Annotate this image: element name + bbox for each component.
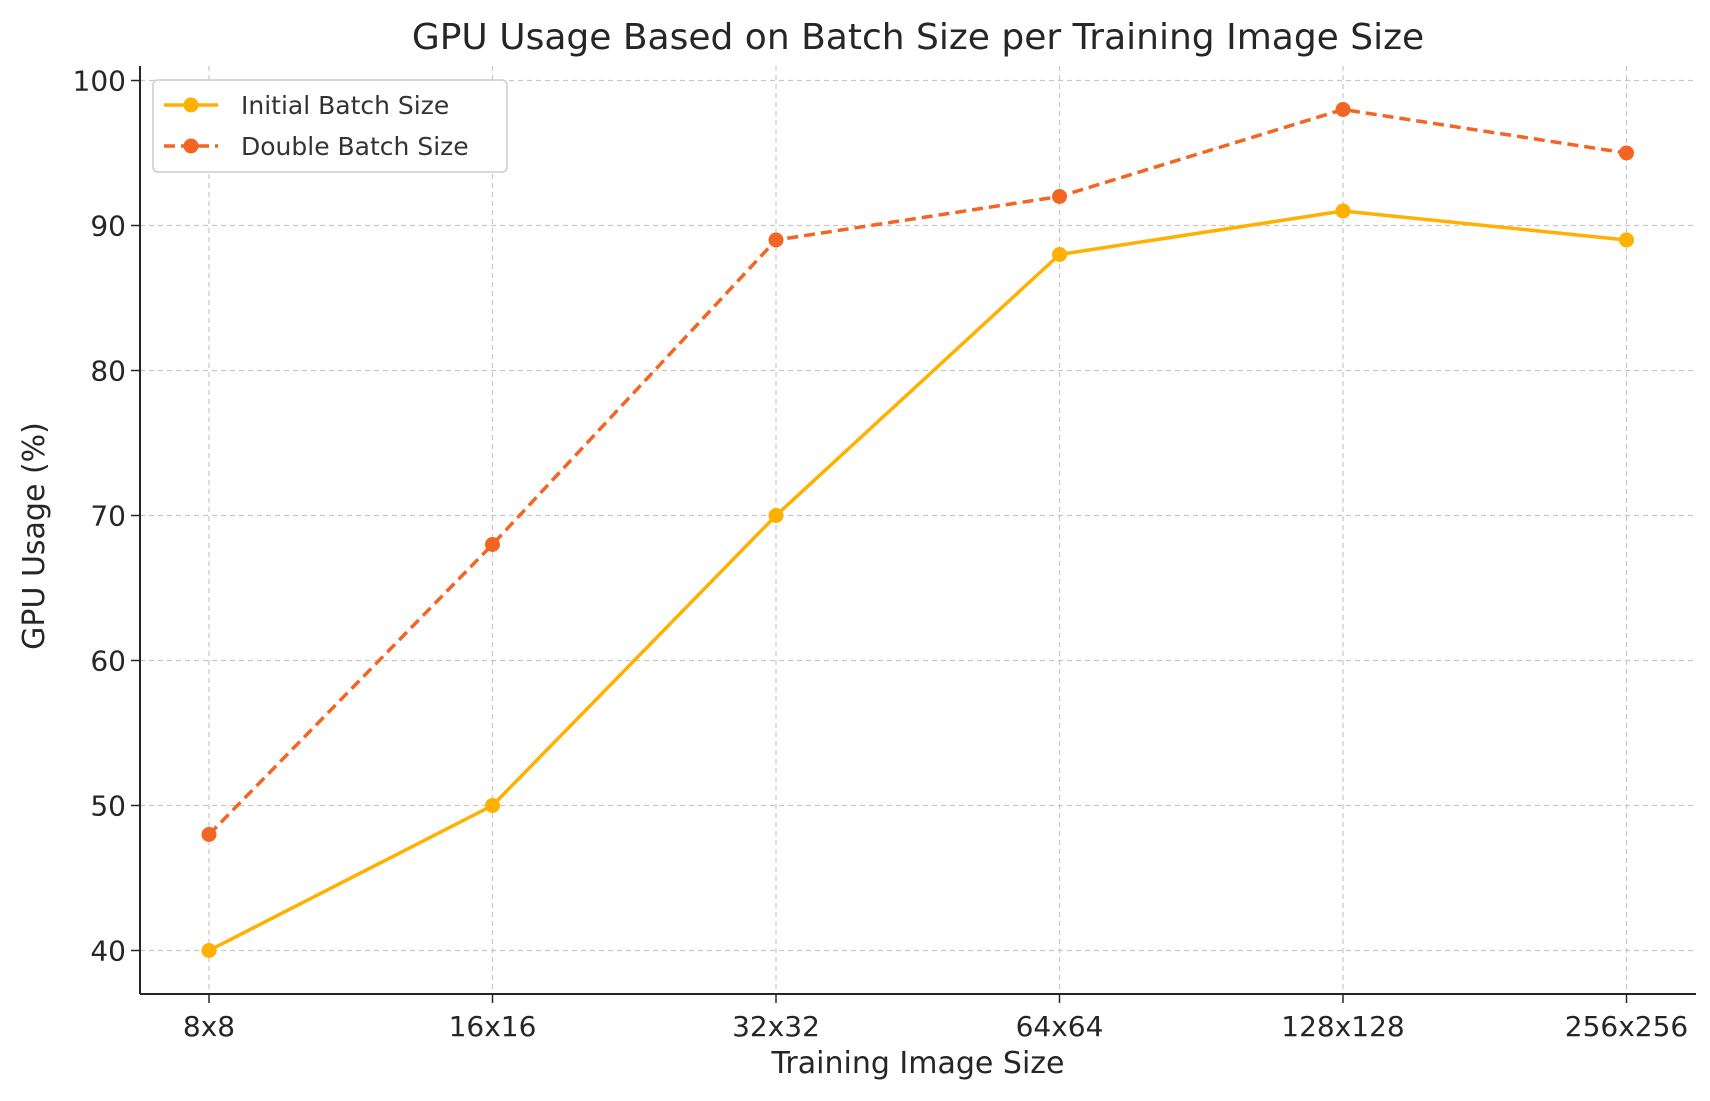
legend-label: Initial Batch Size xyxy=(241,91,449,120)
y-tick-label: 60 xyxy=(90,645,126,678)
y-axis-label: GPU Usage (%) xyxy=(17,422,52,650)
y-tick-label: 50 xyxy=(90,790,126,823)
chart-title: GPU Usage Based on Batch Size per Traini… xyxy=(412,17,1424,58)
data-point xyxy=(485,537,500,552)
x-axis-label: Training Image Size xyxy=(771,1046,1065,1081)
series-line xyxy=(208,209,1627,953)
y-tick-label: 40 xyxy=(90,935,126,968)
data-point xyxy=(1619,145,1634,161)
series-line xyxy=(207,107,1627,836)
series-layer xyxy=(201,102,1634,958)
data-point xyxy=(768,232,784,248)
x-tick-label: 256x256 xyxy=(1565,1010,1688,1043)
x-tick-label: 32x32 xyxy=(732,1010,820,1043)
y-tick-label: 100 xyxy=(73,65,126,98)
y-tick-label: 90 xyxy=(90,210,126,243)
legend-marker xyxy=(183,138,199,154)
data-point xyxy=(201,827,217,842)
grid xyxy=(140,66,1696,994)
x-tick-label: 8x8 xyxy=(183,1010,235,1043)
data-point xyxy=(1619,232,1634,248)
data-point xyxy=(1052,189,1067,204)
tick-labels: 40 50 60 70 80 90 100 8x8 16x16 32x32 64x64 128x128… xyxy=(73,65,1689,1044)
axes xyxy=(131,66,1696,1003)
data-point xyxy=(1335,203,1351,219)
legend-marker xyxy=(183,97,199,113)
legend-label: Double Batch Size xyxy=(241,132,469,161)
data-point xyxy=(201,943,217,958)
data-point xyxy=(768,508,784,523)
legend-box xyxy=(152,79,508,173)
series-1 xyxy=(201,102,1634,842)
x-tick-label: 64x64 xyxy=(1016,1010,1104,1043)
data-point xyxy=(1052,247,1067,262)
y-tick-label: 80 xyxy=(90,355,126,388)
legend: Initial Batch Size Double Batch Size xyxy=(152,79,508,173)
x-tick-label: 128x128 xyxy=(1281,1010,1404,1043)
series-0 xyxy=(201,203,1634,958)
data-point xyxy=(485,798,500,813)
y-tick-label: 70 xyxy=(90,500,126,533)
x-tick-label: 16x16 xyxy=(449,1010,537,1043)
data-point xyxy=(1335,102,1351,117)
